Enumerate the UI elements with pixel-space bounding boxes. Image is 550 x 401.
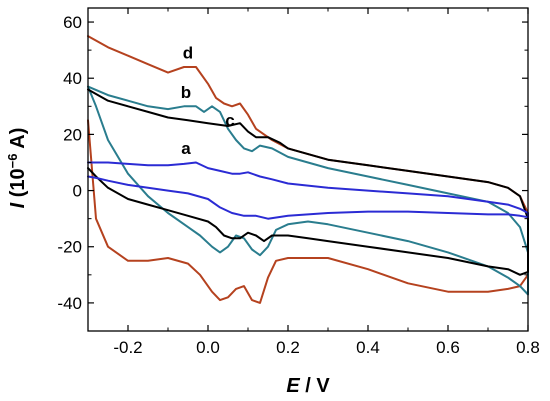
tick-group	[88, 8, 529, 331]
x-tick-label: 0.8	[516, 338, 540, 357]
y-axis-title: I (10−6 A)	[5, 128, 30, 209]
x-axis-title: E / V	[286, 375, 330, 397]
series-line-2	[87, 85, 529, 296]
x-axis-unit: / V	[300, 375, 331, 397]
x-axis-variable: E	[286, 375, 300, 397]
y-tick-label: 40	[63, 69, 82, 88]
plot-frame	[87, 7, 529, 332]
y-tick-label: 60	[63, 13, 82, 32]
annotation-group: d b c a	[181, 44, 235, 158]
curve-label-c: c	[225, 111, 234, 130]
y-axis-unit: A)	[7, 128, 29, 154]
curve-label-a: a	[181, 139, 191, 158]
curve-label-b: b	[181, 83, 191, 102]
y-tick-label: -40	[57, 294, 82, 313]
tick-label-group: -0.2 0.0 0.2 0.4 0.6 0.8 -40 -20 0 20 40 60	[57, 13, 539, 357]
y-tick-label: 20	[63, 125, 82, 144]
series-line-3	[87, 88, 529, 276]
series-line-4	[87, 161, 529, 220]
x-tick-label: 0.4	[356, 338, 380, 357]
y-tick-label: 0	[73, 182, 82, 201]
curve-group	[87, 35, 529, 304]
x-tick-label: -0.2	[113, 338, 142, 357]
y-axis-exponent: −6	[5, 154, 20, 169]
x-tick-label: 0.6	[436, 338, 460, 357]
x-tick-label: 0.0	[196, 338, 220, 357]
y-axis-variable: I	[7, 202, 29, 208]
x-tick-label: 0.2	[276, 338, 300, 357]
series-line-1	[87, 35, 529, 304]
y-axis-prefix: (10	[7, 168, 29, 202]
curve-label-d: d	[183, 44, 193, 63]
y-tick-label: -20	[57, 238, 82, 257]
